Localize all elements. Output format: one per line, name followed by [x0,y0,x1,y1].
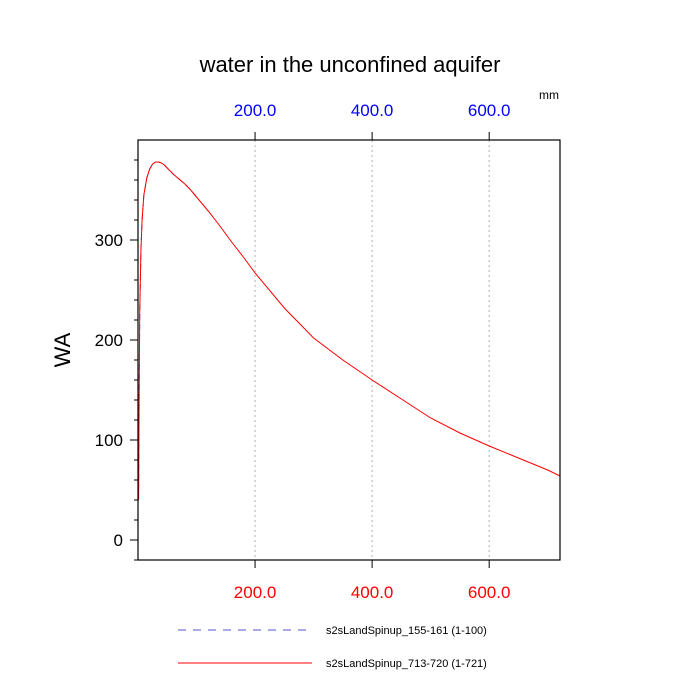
chart-title: water in the unconfined aquifer [199,52,501,77]
x-top-tick-label-2: 600.0 [468,101,511,120]
legend-label-1: s2sLandSpinup_713-720 (1-721) [326,658,487,670]
legend-label-0: s2sLandSpinup_155-161 (1-100) [326,625,487,637]
grid [254,140,490,560]
x-bottom-tick-label-1: 400.0 [351,583,394,602]
x-bottom-tick-label-2: 600.0 [468,583,511,602]
units-label: mm [539,88,559,102]
y-tick-label-2: 200 [95,331,123,350]
legend: s2sLandSpinup_155-161 (1-100) s2sLandSpin… [178,625,487,670]
x-top-tick-label-0: 200.0 [234,101,277,120]
y-axis-label: WA [50,332,75,367]
series-line-1 [138,161,561,501]
y-tick-label-0: 0 [114,531,123,550]
y-tick-label-3: 300 [95,231,123,250]
series-group [138,161,561,501]
plot-frame [137,139,561,561]
x-bottom-tick-label-0: 200.0 [234,583,277,602]
x-top-tick-label-1: 400.0 [351,101,394,120]
axis-ticks: 0 100 200 300 200.0 400.0 600.0 200.0 400.0 600.0 [95,101,511,602]
y-tick-label-1: 100 [95,431,123,450]
series-line-0 [138,161,197,501]
